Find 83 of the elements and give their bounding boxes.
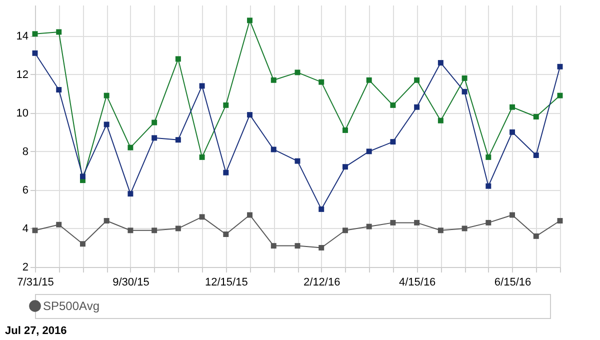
point bbox=[175, 226, 181, 232]
point bbox=[438, 228, 444, 234]
point bbox=[32, 31, 38, 37]
y-tick-label: 6 bbox=[22, 184, 28, 196]
point bbox=[486, 154, 492, 160]
point bbox=[414, 77, 420, 83]
point bbox=[223, 102, 229, 108]
point bbox=[247, 18, 253, 24]
point bbox=[510, 212, 516, 218]
point bbox=[128, 144, 134, 150]
x-tick-label: 12/15/15 bbox=[204, 276, 248, 288]
point bbox=[199, 83, 205, 89]
point bbox=[199, 214, 205, 220]
point bbox=[342, 228, 348, 234]
point bbox=[414, 104, 420, 110]
y-tick-label: 10 bbox=[16, 107, 28, 120]
point bbox=[462, 88, 468, 94]
y-tick-label: 2 bbox=[22, 262, 28, 274]
point bbox=[32, 228, 38, 234]
point bbox=[390, 102, 396, 108]
point bbox=[366, 148, 372, 154]
point bbox=[247, 112, 253, 118]
point bbox=[294, 158, 300, 164]
point bbox=[199, 154, 205, 160]
point bbox=[557, 92, 563, 98]
point bbox=[104, 218, 110, 224]
point bbox=[366, 224, 372, 230]
x-tick-label: 7/31/15 bbox=[17, 276, 54, 288]
point bbox=[175, 56, 181, 62]
point bbox=[294, 70, 300, 76]
point bbox=[390, 220, 396, 226]
point bbox=[223, 232, 229, 237]
point bbox=[56, 222, 62, 228]
point bbox=[175, 137, 181, 143]
y-tick-label: 4 bbox=[22, 222, 28, 235]
point bbox=[294, 243, 300, 249]
x-tick-label: 6/15/16 bbox=[494, 276, 532, 288]
point bbox=[486, 183, 492, 189]
point bbox=[223, 170, 229, 176]
point bbox=[438, 60, 444, 66]
point bbox=[152, 135, 158, 141]
point bbox=[510, 129, 516, 135]
point bbox=[152, 120, 158, 126]
point bbox=[533, 233, 539, 239]
y-tick-label: 12 bbox=[16, 68, 28, 81]
y-tick-label: 8 bbox=[22, 146, 28, 158]
point bbox=[104, 92, 110, 98]
x-tick-label: 4/15/16 bbox=[398, 276, 436, 288]
point bbox=[247, 212, 253, 218]
x-tick-label: 2/12/16 bbox=[304, 276, 340, 288]
text: Jul 27, 2016 bbox=[5, 325, 67, 337]
point bbox=[56, 87, 62, 93]
point bbox=[462, 75, 468, 81]
point bbox=[486, 220, 492, 226]
point bbox=[318, 206, 324, 212]
point bbox=[510, 104, 516, 110]
point bbox=[270, 243, 276, 249]
legend-label: SP500Avg bbox=[43, 299, 100, 313]
point bbox=[128, 228, 134, 234]
point bbox=[104, 122, 110, 128]
point bbox=[318, 79, 324, 85]
point bbox=[270, 77, 276, 83]
point bbox=[366, 77, 372, 83]
point bbox=[80, 241, 86, 247]
point bbox=[533, 152, 539, 158]
point bbox=[438, 118, 444, 124]
point bbox=[342, 127, 348, 133]
point bbox=[342, 164, 348, 170]
y-tick-label: 14 bbox=[16, 30, 28, 42]
point bbox=[318, 244, 324, 250]
point bbox=[80, 174, 86, 180]
point bbox=[414, 220, 420, 226]
point bbox=[557, 64, 563, 70]
point bbox=[390, 139, 396, 145]
point bbox=[557, 218, 563, 224]
point bbox=[533, 114, 539, 120]
point bbox=[128, 191, 134, 197]
point bbox=[32, 50, 38, 56]
point bbox=[56, 29, 62, 35]
point bbox=[270, 146, 276, 152]
x-tick-label: 9/30/15 bbox=[112, 276, 150, 288]
point bbox=[462, 226, 468, 232]
point bbox=[152, 228, 158, 234]
